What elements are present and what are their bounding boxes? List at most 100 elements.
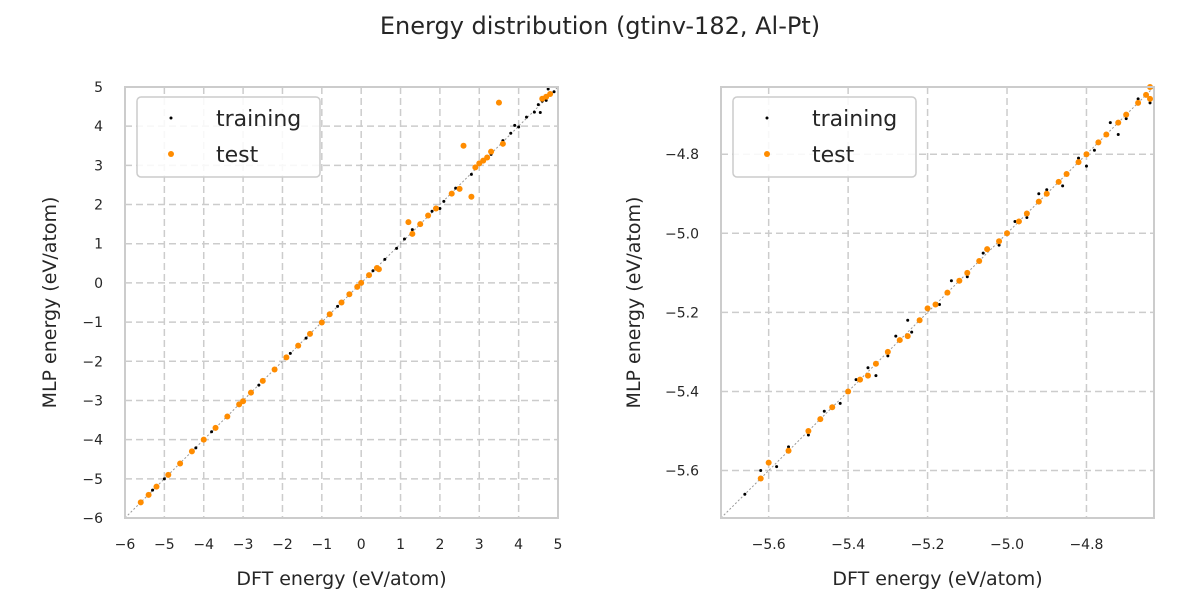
left-test-point xyxy=(354,283,361,290)
left-training-point xyxy=(538,110,542,114)
right-legend-training-label: training xyxy=(812,107,897,132)
right-training-point xyxy=(937,302,941,306)
right-test-point xyxy=(964,269,971,276)
left-y-tick-label: −1 xyxy=(82,315,103,331)
right-test-point xyxy=(857,376,864,383)
right-y-tick-label: −5.2 xyxy=(665,305,699,321)
right-test-point xyxy=(1015,218,1022,225)
left-test-point xyxy=(456,185,463,192)
left-test-point xyxy=(472,164,479,171)
left-training-point xyxy=(469,172,473,176)
right-training-point xyxy=(1061,184,1065,188)
left-y-tick-label: 3 xyxy=(94,158,103,174)
left-test-point xyxy=(153,483,160,490)
right-training-point xyxy=(997,243,1001,247)
right-y-tick-label: −5.4 xyxy=(665,384,699,400)
right-test-point xyxy=(1095,139,1102,146)
right-x-tick-label: −4.8 xyxy=(1069,537,1103,553)
left-training-point xyxy=(442,199,446,203)
left-training-point xyxy=(430,209,434,213)
left-training-point xyxy=(304,336,308,340)
left-test-point xyxy=(145,491,152,498)
right-training-point xyxy=(1025,215,1029,219)
left-legend-test-marker xyxy=(168,151,174,157)
left-test-point xyxy=(224,413,231,420)
left-test-point xyxy=(240,398,247,405)
right-training-point xyxy=(838,401,842,405)
right-training-point xyxy=(1136,97,1140,101)
left-x-ticks: −6 −5 −4 −3 −2 −1 0 1 2 3 4 5 xyxy=(115,537,563,553)
left-test-point xyxy=(165,471,172,478)
right-test-point xyxy=(1115,119,1122,126)
left-test-point xyxy=(358,279,365,286)
left-test-point xyxy=(247,389,254,396)
right-x-axis-label: DFT energy (eV/atom) xyxy=(832,568,1042,590)
left-training-point xyxy=(525,115,529,119)
left-test-point xyxy=(468,193,475,200)
right-training-point xyxy=(981,251,985,255)
right-training-point xyxy=(894,334,898,338)
right-test-point xyxy=(845,388,852,395)
left-y-ticks: −6 −5 −4 −3 −2 −1 0 1 2 3 4 5 xyxy=(82,80,103,527)
left-test-point xyxy=(405,219,412,226)
right-test-point xyxy=(904,333,911,340)
left-test-point xyxy=(425,212,432,219)
left-legend-training-marker xyxy=(169,116,173,120)
right-training-point xyxy=(910,330,914,334)
right-test-point xyxy=(1023,210,1030,217)
right-x-tick-label: −5.4 xyxy=(831,537,865,553)
left-y-tick-label: 4 xyxy=(94,119,103,135)
left-training-point xyxy=(383,257,387,261)
left-y-tick-label: 0 xyxy=(94,276,103,292)
right-x-tick-label: −5.2 xyxy=(911,537,945,553)
left-series xyxy=(137,87,556,506)
left-test-point xyxy=(283,354,290,361)
left-x-axis-label: DFT energy (eV/atom) xyxy=(236,568,446,590)
left-x-tick-label: 4 xyxy=(514,537,523,553)
right-training-point xyxy=(965,275,969,279)
right-test-point xyxy=(1035,198,1042,205)
left-x-tick-label: −4 xyxy=(193,537,214,553)
left-y-tick-label: −4 xyxy=(82,433,103,449)
left-training-point xyxy=(288,351,292,355)
left-test-point xyxy=(326,311,333,318)
right-test-point xyxy=(916,317,923,324)
right-test-point xyxy=(932,301,939,308)
left-training-point xyxy=(257,383,261,387)
right-x-ticks: −5.6 −5.4 −5.2 −5.0 −4.8 xyxy=(752,537,1104,553)
right-test-point xyxy=(1075,159,1082,166)
right-test-point xyxy=(1135,99,1142,106)
left-test-point xyxy=(137,499,144,506)
right-test-point xyxy=(944,289,951,296)
left-training-point xyxy=(194,446,198,450)
right-test-point xyxy=(976,257,983,264)
left-training-point xyxy=(395,246,399,250)
right-training-point xyxy=(1116,132,1120,136)
left-training-point xyxy=(210,430,214,434)
right-test-point xyxy=(805,428,812,435)
left-legend-box xyxy=(136,96,321,178)
right-test-point xyxy=(996,238,1003,245)
left-test-point xyxy=(200,436,207,443)
left-scatter-panel: −6 −5 −4 −3 −2 −1 0 1 2 3 4 5 −6 −5 −4 −3 −2 −1 0 1 2 3 4 5 DF… xyxy=(39,80,562,590)
left-y-tick-label: 2 xyxy=(94,198,103,214)
right-test-point xyxy=(1063,170,1070,177)
left-test-point xyxy=(271,366,278,373)
right-training-point xyxy=(906,318,910,322)
left-training-point xyxy=(336,304,340,308)
left-test-point xyxy=(460,142,467,149)
right-scatter-panel: −5.6 −5.4 −5.2 −5.0 −4.8 −5.6 −5.4 −5.2 −5.0 −4.… xyxy=(623,84,1155,590)
left-test-point xyxy=(259,377,266,384)
left-legend-training-label: training xyxy=(216,107,301,132)
left-training-point xyxy=(513,123,517,127)
figure-title: Energy distribution (gtinv-182, Al-Pt) xyxy=(380,12,820,40)
left-test-point xyxy=(409,230,416,237)
left-y-tick-label: −5 xyxy=(82,472,103,488)
right-training-point xyxy=(1092,148,1096,152)
left-test-point xyxy=(495,99,502,106)
right-training-point xyxy=(1084,164,1088,168)
left-training-point xyxy=(371,269,375,273)
right-training-point xyxy=(822,409,826,413)
right-test-point xyxy=(884,348,891,355)
right-test-point xyxy=(829,404,836,411)
